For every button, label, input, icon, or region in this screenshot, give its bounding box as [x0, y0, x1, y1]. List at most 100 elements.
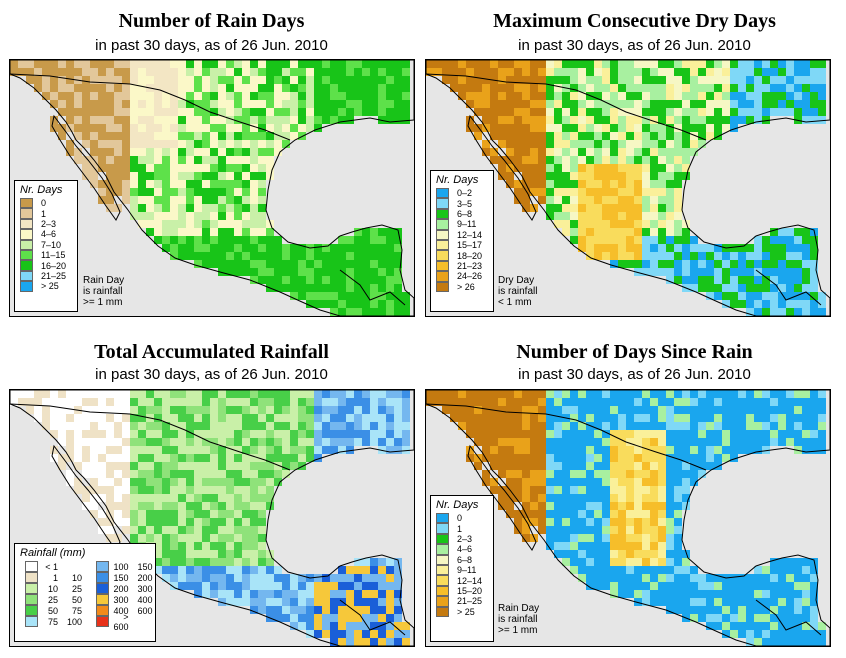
grid-cell — [66, 478, 74, 486]
grid-cell — [282, 598, 290, 606]
grid-cell — [234, 462, 242, 470]
grid-cell — [570, 220, 578, 228]
grid-cell — [554, 188, 562, 196]
grid-cell — [202, 196, 210, 204]
grid-cell — [682, 582, 690, 590]
grid-cell — [706, 454, 714, 462]
grid-cell — [242, 390, 250, 398]
grid-cell — [538, 462, 546, 470]
grid-cell — [290, 76, 298, 84]
grid-cell — [666, 260, 674, 268]
grid-cell — [474, 100, 482, 108]
map-days-since-rain[interactable] — [425, 389, 831, 647]
grid-cell — [154, 518, 162, 526]
grid-cell — [786, 236, 794, 244]
grid-cell — [770, 406, 778, 414]
map-rain-days[interactable] — [9, 59, 415, 317]
grid-cell — [122, 430, 130, 438]
grid-cell — [66, 148, 74, 156]
grid-cell — [234, 268, 242, 276]
grid-cell — [658, 68, 666, 76]
grid-cell — [242, 438, 250, 446]
grid-cell — [242, 502, 250, 510]
grid-cell — [554, 550, 562, 558]
grid-cell — [314, 582, 322, 590]
grid-cell — [394, 100, 402, 108]
grid-cell — [466, 446, 474, 454]
legend-range-high: 25 — [71, 583, 82, 594]
grid-cell — [138, 108, 146, 116]
grid-cell — [170, 132, 178, 140]
grid-cell — [122, 398, 130, 406]
grid-cell — [98, 148, 106, 156]
grid-cell — [586, 132, 594, 140]
grid-cell — [666, 430, 674, 438]
legend-row: 50 75 — [25, 605, 85, 616]
grid-cell — [762, 268, 770, 276]
grid-cell — [658, 116, 666, 124]
grid-cell — [666, 204, 674, 212]
grid-cell — [178, 164, 186, 172]
grid-cell — [594, 156, 602, 164]
grid-cell — [250, 68, 258, 76]
grid-cell — [802, 236, 810, 244]
grid-cell — [618, 196, 626, 204]
grid-cell — [770, 390, 778, 398]
grid-cell — [250, 268, 258, 276]
grid-cell — [610, 220, 618, 228]
grid-cell — [650, 502, 658, 510]
grid-cell — [194, 252, 202, 260]
grid-cell — [210, 92, 218, 100]
grid-cell — [786, 100, 794, 108]
grid-cell — [194, 446, 202, 454]
grid-cell — [818, 398, 826, 406]
grid-cell — [42, 92, 50, 100]
grid-cell — [762, 590, 770, 598]
grid-cell — [818, 84, 826, 92]
grid-cell — [690, 140, 698, 148]
legend-row: 6–8 — [436, 554, 493, 565]
grid-cell — [538, 494, 546, 502]
grid-cell — [314, 614, 322, 622]
grid-cell — [74, 60, 82, 68]
map-total-rainfall[interactable] — [9, 389, 415, 647]
grid-cell — [258, 510, 266, 518]
grid-cell — [82, 502, 90, 510]
grid-cell — [154, 60, 162, 68]
grid-cell — [642, 574, 650, 582]
grid-cell — [250, 574, 258, 582]
grid-cell — [154, 228, 162, 236]
legend-column-right: 100 150 150 200 200 300 300 400 400 600 > 600 — [91, 561, 156, 632]
grid-cell — [138, 534, 146, 542]
grid-cell — [602, 470, 610, 478]
grid-cell — [538, 454, 546, 462]
grid-cell — [562, 212, 570, 220]
grid-cell — [250, 478, 258, 486]
grid-cell — [706, 406, 714, 414]
grid-cell — [634, 140, 642, 148]
grid-cell — [634, 462, 642, 470]
grid-cell — [674, 590, 682, 598]
grid-cell — [306, 582, 314, 590]
grid-cell — [674, 422, 682, 430]
grid-cell — [330, 390, 338, 398]
legend-label: 24–26 — [457, 271, 483, 282]
grid-cell — [186, 454, 194, 462]
grid-cell — [130, 534, 138, 542]
grid-cell — [178, 188, 186, 196]
grid-cell — [610, 590, 618, 598]
grid-cell — [610, 566, 618, 574]
grid-cell — [170, 84, 178, 92]
grid-cell — [170, 180, 178, 188]
grid-cell — [314, 108, 322, 116]
grid-cell — [778, 68, 786, 76]
grid-cell — [394, 116, 402, 124]
grid-cell — [202, 406, 210, 414]
grid-cell — [578, 180, 586, 188]
grid-cell — [306, 606, 314, 614]
grid-cell — [298, 284, 306, 292]
grid-cell — [354, 68, 362, 76]
grid-cell — [778, 284, 786, 292]
grid-cell — [266, 100, 274, 108]
grid-cell — [402, 622, 410, 630]
